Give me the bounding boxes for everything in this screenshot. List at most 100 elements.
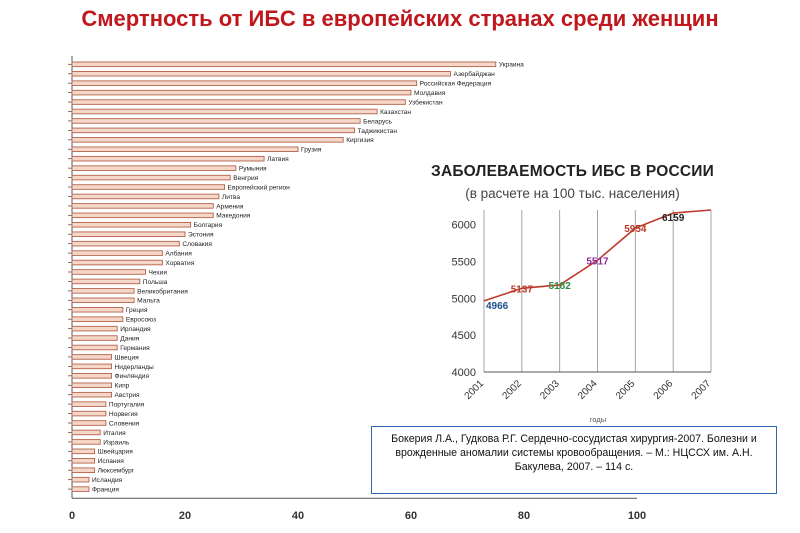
bar-category-label: Норвегия [109, 411, 138, 418]
line-x-tick-label: 2002 [500, 378, 524, 402]
bar-category-label: Литва [222, 194, 240, 201]
bar [71, 203, 214, 209]
line-x-tick-label: 2006 [652, 378, 676, 402]
bar [71, 420, 107, 426]
bar-category-label: Молдавия [414, 90, 446, 97]
bar [71, 382, 112, 389]
bar-category-label: Швеция [115, 354, 140, 361]
bar-category-label: Казахстан [380, 109, 411, 116]
line-x-tick-label: 2004 [576, 378, 600, 402]
line-y-tick-label: 6000 [452, 220, 476, 232]
bar-x-tick-label: 20 [179, 510, 191, 522]
bar-category-label: Великобритания [137, 287, 188, 295]
bar [71, 297, 135, 304]
bar-category-label: Армения [216, 203, 244, 210]
bar-category-label: Израиль [103, 439, 130, 446]
bar-category-label: Таджикистан [358, 128, 398, 135]
bar [71, 354, 112, 360]
bar-category-label: Исландия [92, 477, 123, 484]
bar-category-label: Европейский регион [228, 183, 291, 191]
bar [71, 137, 344, 143]
line-y-tick-label: 4000 [452, 367, 476, 379]
bar [71, 458, 96, 464]
bar [71, 316, 124, 322]
bar [71, 259, 163, 266]
bar-category-label: Узбекистан [408, 98, 443, 106]
bar-category-label: Финляндия [115, 373, 150, 380]
bar-category-label: Македония [216, 213, 251, 220]
bar-category-label: Словакия [182, 241, 212, 248]
bar-category-label: Швейцария [98, 448, 134, 456]
bar-category-label: Латвия [267, 156, 289, 163]
bar [71, 373, 112, 379]
line-data-label: 5137 [511, 284, 534, 295]
bar-category-label: Люксембург [98, 467, 135, 475]
bar [71, 288, 135, 294]
bar [71, 146, 299, 153]
bar-category-label: Беларусь [363, 118, 392, 125]
bar [71, 467, 96, 473]
bar [71, 174, 231, 181]
bar-category-label: Грузия [301, 147, 322, 154]
bar [71, 391, 112, 398]
line-y-tick-label: 5500 [452, 257, 476, 269]
bar [71, 306, 124, 313]
line-x-tick-label: 2003 [538, 378, 562, 402]
bar [71, 231, 186, 237]
line-series [483, 209, 712, 302]
bar [71, 363, 112, 370]
bar [71, 240, 180, 247]
bar-category-label: Чехия [148, 269, 167, 276]
bar [71, 118, 361, 124]
bar [71, 155, 265, 162]
bar [71, 278, 141, 285]
line-data-label: 5517 [586, 256, 609, 267]
bar [71, 429, 101, 436]
bar [71, 486, 90, 492]
line-x-tick-label: 2001 [463, 378, 487, 402]
line-y-tick-label: 4500 [452, 330, 476, 342]
bar [71, 165, 237, 171]
bar [71, 61, 497, 68]
bar [71, 410, 107, 417]
bar-x-tick-label: 40 [292, 510, 304, 522]
line-x-tick-label: 2007 [690, 378, 714, 402]
bar-category-label: Мальта [137, 298, 160, 305]
bar-category-label: Российская Федерация [420, 80, 492, 88]
bar [71, 269, 146, 275]
bar-x-tick-label: 80 [518, 510, 530, 522]
inset-chart-title: ЗАБОЛЕВАЕМОСТЬ ИБС В РОССИИ [431, 163, 714, 180]
bar [71, 184, 226, 190]
bar-x-tick-label: 60 [405, 510, 417, 522]
bar [71, 335, 118, 341]
bar [71, 193, 220, 200]
bar-x-tick-label: 100 [628, 510, 646, 522]
bar [71, 401, 107, 407]
line-x-tick-label: 2005 [614, 378, 638, 402]
bar-category-label: Португалия [109, 402, 145, 409]
bar-category-label: Хорватия [165, 260, 194, 267]
bar [71, 476, 90, 483]
bar-category-label: Греция [126, 307, 148, 314]
slide-title: Смертность от ИБС в европейских странах … [81, 6, 719, 31]
bar-category-label: Болгария [194, 222, 223, 229]
bar [71, 439, 101, 445]
inset-chart-subtitle: (в расчете на 100 тыс. населения) [465, 186, 680, 201]
line-x-axis-label: годы [590, 415, 606, 424]
bar-category-label: Австрия [115, 392, 140, 399]
line-data-label: 5182 [549, 281, 572, 292]
bar-x-tick-label: 0 [69, 510, 75, 522]
bar [71, 108, 378, 115]
bar [71, 89, 412, 96]
line-y-tick-label: 5000 [452, 293, 476, 305]
bar-category-label: Евросоюз [126, 317, 156, 324]
bar-category-label: Дания [120, 335, 139, 342]
bar-category-label: Франция [92, 487, 119, 494]
bar-category-label: Венгрия [233, 175, 258, 182]
bar [71, 212, 214, 219]
bar [71, 250, 163, 256]
bar [71, 99, 406, 105]
bar [71, 344, 118, 351]
